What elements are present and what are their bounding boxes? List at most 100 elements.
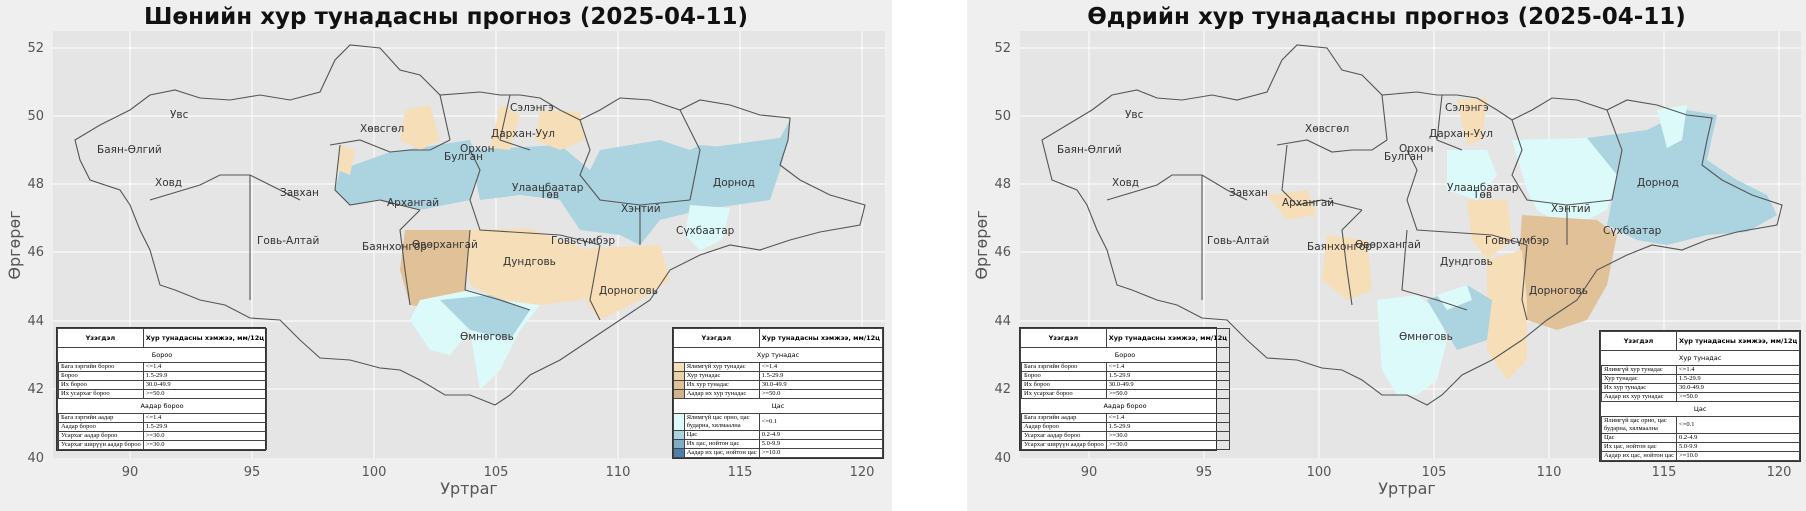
region-label: Улаанбаатар (512, 182, 584, 194)
region-label: Дорноговь (599, 285, 658, 297)
region-label: Баянхонгор (362, 241, 427, 253)
legend-row: Аадар их хур тунадас >=50.0 (1600, 392, 1801, 402)
region-label: Төв (539, 189, 559, 201)
legend-row: Аадар бороо 1.5-29.9 (1020, 422, 1231, 432)
admin-boundaries (1041, 44, 1783, 406)
precipitation-areas (1267, 98, 1777, 395)
y-tick-label: 46 (27, 245, 44, 260)
region-label: Өвөрхангай (412, 239, 478, 251)
legend-row: Ялимгүй цас орно, цас бударна, хялмаална… (1600, 416, 1801, 434)
region-label: Орхон (460, 143, 494, 155)
legend-row: Хур тунадас 1.5-29.9 (1600, 374, 1801, 384)
y-tick-label: 42 (27, 382, 44, 397)
y-tick-label: 46 (994, 245, 1011, 260)
x-tick-label: 115 (728, 465, 753, 480)
legend-row: Ялимгүй хур тунадас <=1.4 (1600, 365, 1801, 375)
region-label: Говьсүмбэр (551, 235, 615, 247)
region-label: Увс (1125, 109, 1144, 121)
x-tick-label: 115 (1652, 465, 1677, 480)
x-axis-label: Уртраг (1378, 479, 1436, 498)
y-tick-label: 48 (994, 177, 1011, 192)
snow-legend: Үзэгдэл Хур тунадасны хэмжээ, мм/12ц Хур … (1599, 330, 1801, 462)
y-axis-label: Өргөрөг (972, 210, 991, 279)
panel-title: Өдрийн хур тунадасны прогноз (2025-04-11… (1087, 4, 1686, 30)
region-label: Төв (1472, 189, 1492, 201)
y-tick-label: 44 (27, 314, 44, 329)
region-label: Завхан (280, 187, 319, 199)
region-label: Говь-Алтай (1207, 235, 1269, 247)
legend-row: Ялимгүй хур тунадас <=1.4 (673, 362, 884, 372)
precipitation-areas (335, 105, 790, 390)
region-label: Говь-Алтай (257, 235, 319, 247)
y-tick-label: 42 (994, 382, 1011, 397)
snow-legend: Үзэгдэл Хур тунадасны хэмжээ, мм/12ц Хур … (672, 327, 884, 459)
region-label: Дорнод (1637, 177, 1679, 189)
region-label: Архангай (1282, 197, 1334, 209)
region-label: Өмнөговь (1399, 331, 1453, 343)
legend-row: Их усархаг бороо >=50.0 (57, 389, 268, 399)
region-label: Дархан-Уул (491, 128, 555, 140)
y-tick-label: 50 (27, 109, 44, 124)
legend-section-title: Хур тунадас (1599, 350, 1801, 366)
region-label: Ховд (1112, 177, 1139, 189)
region-label: Сэлэнгэ (510, 102, 554, 114)
legend-row: Аадар их цас, нойтон цас >=10.0 (673, 448, 884, 458)
legend-section-title: Цас (673, 398, 883, 414)
region-label: Сүхбаатар (676, 225, 735, 237)
region-label: Улаанбаатар (1447, 182, 1519, 194)
legend-col-header: Үзэгдэл (1600, 331, 1677, 351)
legend-row: Хур тунадас 1.5-29.9 (673, 371, 884, 381)
y-tick-label: 48 (27, 177, 44, 192)
y-axis-label: Өргөрөг (5, 210, 24, 279)
legend-col-header: Хур тунадасны хэмжээ, мм/12ц (758, 328, 884, 348)
y-tick-label: 40 (994, 451, 1011, 466)
y-tick-labels: 52 50 48 46 44 42 40 (994, 41, 1011, 466)
region-label: Өвөрхангай (1355, 239, 1421, 251)
legend-row: Бага зэргийн бороо <=1.4 (1020, 362, 1231, 372)
x-tick-label: 110 (1537, 465, 1562, 480)
legend-row: Цас 0.2-4.9 (1600, 433, 1801, 443)
x-tick-labels: 90 95 100 105 110 115 120 (122, 465, 875, 480)
legend-section-title: Бороо (56, 347, 268, 363)
region-label: Говьсүмбэр (1485, 235, 1549, 247)
x-tick-label: 120 (1767, 465, 1792, 480)
legend-row: Их усархаг бороо >=50.0 (1020, 389, 1231, 399)
x-tick-label: 110 (606, 465, 631, 480)
legend-row: Усархаг ширүүн аадар бороо >=30.0 (57, 440, 268, 450)
region-label: Булган (444, 151, 483, 163)
legend-row: Ялимгүй цас орно, цас бударна, хялмаална… (673, 413, 884, 431)
legend-col-header: Үзэгдэл (673, 328, 760, 348)
region-label: Дундговь (1440, 256, 1493, 268)
legend-row: Их хур тунадас 30.0-49.9 (673, 380, 884, 390)
region-label: Баян-Өлгий (1057, 144, 1122, 156)
legend-row: Аадар их хур тунадас >=50.0 (673, 389, 884, 399)
x-tick-label: 105 (484, 465, 509, 480)
legend-row: Их хур тунадас 30.0-49.9 (1600, 383, 1801, 393)
x-tick-labels: 90 95 100 105 110 115 120 (1081, 465, 1792, 480)
legend-row: Усархаг аадар бороо >=30.0 (57, 431, 268, 441)
legend-row: Аадар их цас, нойтон цас >=10.0 (1600, 451, 1801, 461)
legend-row: Их цас, нойтон цас 5.0-9.9 (1600, 442, 1801, 452)
admin-boundaries (74, 44, 866, 406)
legend-row: Усархаг ширүүн аадар бороо >=30.0 (1020, 440, 1231, 450)
panel-separator (892, 0, 967, 511)
y-tick-label: 44 (994, 314, 1011, 329)
panel-title: Шөнийн хур тунадасны прогноз (2025-04-11… (143, 4, 749, 30)
region-label: Дорноговь (1529, 285, 1588, 297)
region-label: Дундговь (503, 256, 556, 268)
region-label: Увс (170, 109, 189, 121)
legend-col-header: Хур тунадасны хэмжээ, мм/12ц (1675, 331, 1801, 351)
legend-col-header: Үзэгдэл (57, 328, 144, 348)
legend-row: Аадар бороо 1.5-29.9 (57, 422, 268, 432)
legend-section-title: Цас (1599, 401, 1801, 417)
legend-section-title: Аадар бороо (1019, 398, 1231, 414)
x-tick-label: 95 (1196, 465, 1213, 480)
region-labels: Увс Баян-Өлгий Ховд Завхан Говь-Алтай Хө… (97, 102, 755, 343)
x-tick-label: 90 (1081, 465, 1098, 480)
region-label: Ховд (155, 177, 182, 189)
y-tick-labels: 52 50 48 46 44 42 40 (27, 41, 44, 466)
y-tick-label: 40 (27, 451, 44, 466)
y-tick-label: 50 (994, 109, 1011, 124)
region-label: Дорнод (713, 177, 755, 189)
region-label: Дархан-Уул (1429, 128, 1493, 140)
